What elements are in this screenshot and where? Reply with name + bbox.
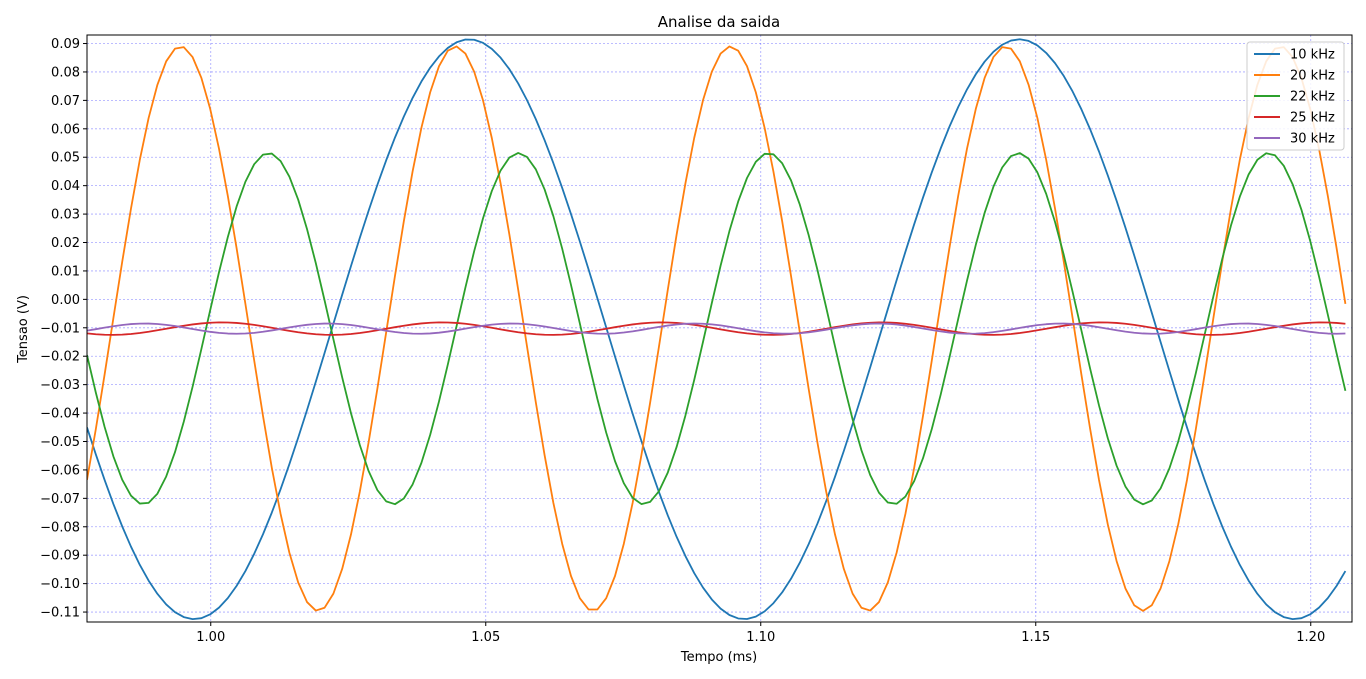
chart-title: Analise da saida	[658, 13, 780, 31]
legend-label: 20 kHz	[1290, 69, 1335, 84]
legend-label: 22 kHz	[1290, 90, 1335, 105]
series-line	[87, 321, 1346, 336]
x-tick-label: 1.20	[1296, 630, 1325, 645]
legend-label: 30 kHz	[1290, 132, 1335, 147]
series-line	[87, 45, 1347, 612]
x-tick-label: 1.15	[1021, 630, 1050, 645]
x-tick-label: 1.05	[471, 630, 500, 645]
x-axis-label: Tempo (ms)	[680, 650, 757, 665]
series-line	[87, 322, 1346, 335]
y-tick-label: 0.04	[51, 179, 80, 194]
y-tick-label: −0.04	[40, 407, 80, 422]
y-ticks: 0.09 0.08 0.07 0.06 0.05 0.04 0.03 0.02 0.01 0.00…	[40, 37, 87, 621]
series-line	[87, 152, 1347, 506]
y-axis-label: Tensao (V)	[16, 295, 31, 364]
y-tick-label: 0.03	[51, 208, 80, 223]
legend-label: 25 kHz	[1290, 111, 1335, 126]
x-tick-label: 1.10	[746, 630, 775, 645]
grid	[87, 35, 1352, 622]
y-tick-label: 0.00	[51, 293, 80, 308]
y-tick-label: 0.08	[51, 65, 80, 80]
legend: 10 kHz 20 kHz 22 kHz 25 kHz 30 kHz	[1246, 41, 1345, 151]
y-tick-label: −0.11	[40, 606, 80, 621]
y-tick-label: −0.09	[40, 549, 80, 564]
x-tick-label: 1.00	[196, 630, 225, 645]
y-tick-label: 0.02	[51, 236, 80, 251]
legend-box	[1246, 41, 1345, 151]
legend-label: 10 kHz	[1290, 48, 1335, 63]
y-tick-label: −0.08	[40, 520, 80, 535]
y-tick-label: 0.07	[51, 94, 80, 109]
y-tick-label: 0.09	[51, 37, 80, 52]
y-tick-label: −0.06	[40, 463, 80, 478]
y-tick-label: −0.05	[40, 435, 80, 450]
y-tick-label: 0.06	[51, 122, 80, 137]
y-tick-label: 0.05	[51, 151, 80, 166]
y-tick-label: −0.01	[40, 321, 80, 336]
plot-frame	[86, 34, 1353, 623]
series-line	[87, 38, 1347, 621]
x-ticks: 1.00 1.05 1.10 1.15 1.20	[196, 622, 1325, 645]
series-group	[87, 38, 1347, 621]
y-tick-label: −0.03	[40, 378, 80, 393]
y-tick-label: 0.01	[51, 264, 80, 279]
y-tick-label: −0.02	[40, 350, 80, 365]
y-tick-label: −0.10	[40, 577, 80, 592]
y-tick-label: −0.07	[40, 492, 80, 507]
